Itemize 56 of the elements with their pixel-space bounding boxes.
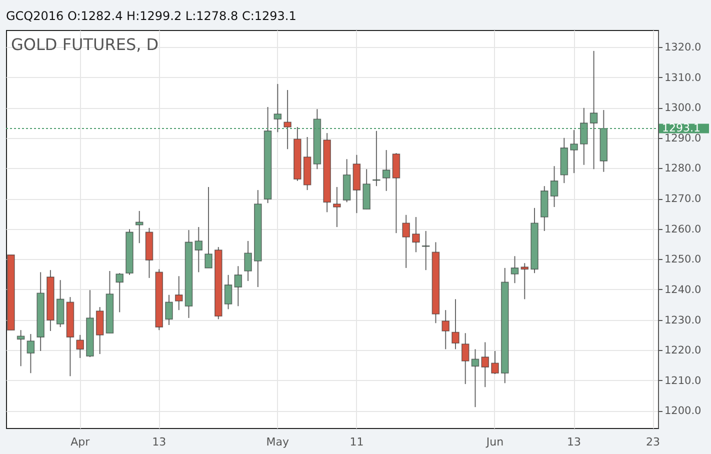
y-tick-label: 1260.0 <box>664 223 702 236</box>
chart-title: GOLD FUTURES, D <box>11 35 159 54</box>
y-tick-label: 1240.0 <box>664 284 702 296</box>
ref-line-label: 1293.1 <box>662 122 700 135</box>
candlestick <box>333 186 341 228</box>
candlestick <box>16 330 25 367</box>
candlestick <box>412 216 420 253</box>
candlestick <box>116 272 124 313</box>
candlestick <box>580 107 588 166</box>
y-tick-label: 1210.0 <box>664 374 702 387</box>
x-tick-label: 13 <box>152 436 166 448</box>
candlestick <box>520 262 529 300</box>
y-tick-label: 1220.0 <box>664 344 702 357</box>
y-tick-label: 1310.0 <box>664 72 702 84</box>
candlestick <box>174 276 183 311</box>
y-tick-label: 1270.0 <box>664 193 702 206</box>
candlestick <box>461 332 470 385</box>
x-tick-label: Jun <box>485 436 504 448</box>
candlestick <box>452 298 460 350</box>
candlestick <box>442 310 450 350</box>
candlestick <box>194 226 203 273</box>
candlestick <box>422 230 430 271</box>
candlestick <box>244 240 252 282</box>
candlestick <box>481 342 490 388</box>
text: GCQ2016 O:1282.4 H:1299.2 L:1278.8 C:1293.1 <box>6 9 296 23</box>
candlestick <box>96 306 104 355</box>
candlestick <box>590 50 598 170</box>
x-tick-label: 11 <box>350 436 364 448</box>
x-tick-label: May <box>266 436 290 448</box>
x-tick-label: 23 <box>646 436 660 448</box>
candlestick <box>402 214 410 268</box>
candlestick <box>224 274 232 310</box>
candlestick <box>510 256 519 284</box>
x-tick-label: 13 <box>567 436 582 448</box>
candlestick <box>284 90 292 150</box>
candlestick <box>274 83 282 133</box>
x-tick-label: Apr <box>70 436 90 448</box>
y-tick-label: 1320.0 <box>664 41 702 54</box>
candlestick <box>392 152 400 234</box>
candlestick <box>135 210 144 244</box>
y-tick-label: 1250.0 <box>664 254 702 266</box>
y-tick-label: 1200.0 <box>664 405 702 418</box>
y-tick-label: 1230.0 <box>664 314 702 326</box>
candlestick <box>491 350 499 375</box>
candlestick <box>382 150 390 192</box>
candlestick <box>471 348 480 408</box>
candlestick <box>165 294 173 326</box>
y-tick-label: 1300.0 <box>664 102 702 114</box>
candlestick <box>550 166 558 208</box>
candlestick <box>26 334 35 374</box>
candlestick <box>570 130 578 174</box>
candlestick <box>234 266 242 307</box>
y-tick-label: 1290.0 <box>664 132 702 144</box>
candlestick <box>76 334 84 358</box>
candlestick <box>204 186 212 268</box>
y-tick-label: 1280.0 <box>664 162 702 175</box>
